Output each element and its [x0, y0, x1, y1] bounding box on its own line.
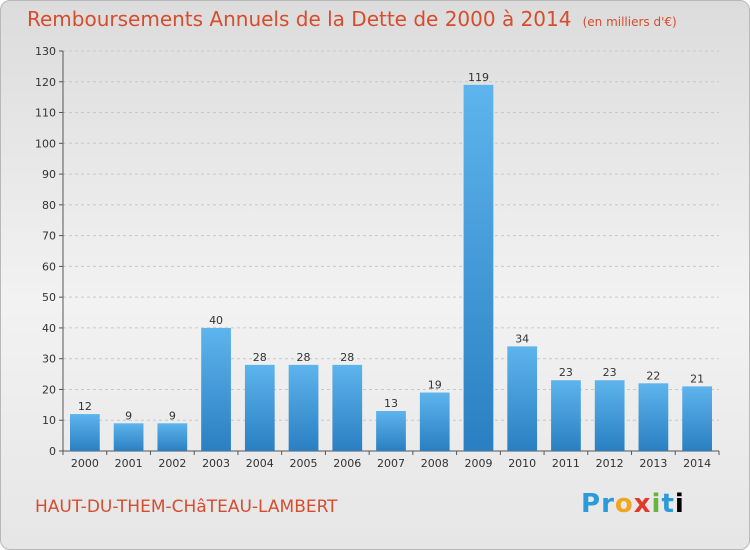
value-label-2009: 119 [468, 71, 489, 84]
bar-chart: 0 10 20 30 40 50 60 70 80 90 100 110 120 130 12 2000 9 20… [35, 45, 720, 470]
bar-2005 [288, 364, 319, 451]
x-tick-label-2000: 2000 [71, 457, 99, 470]
value-label-2005: 28 [297, 351, 311, 364]
value-label-2008: 19 [428, 379, 442, 392]
x-tick-label-2014: 2014 [683, 457, 711, 470]
bar-2000 [69, 414, 100, 451]
x-tick-label-2003: 2003 [202, 457, 230, 470]
x-tick-label-2004: 2004 [246, 457, 274, 470]
x-tick-label-2010: 2010 [508, 457, 536, 470]
y-tick-label: 110 [35, 107, 56, 120]
y-tick-label: 100 [35, 137, 56, 150]
y-tick-label: 50 [42, 291, 56, 304]
x-tick-label-2009: 2009 [464, 457, 492, 470]
value-label-2014: 21 [690, 372, 704, 385]
x-tick-label-2013: 2013 [639, 457, 667, 470]
bar-2008 [419, 392, 450, 451]
x-tick-label-2001: 2001 [115, 457, 143, 470]
bar-2006 [332, 364, 363, 451]
y-tick-label: 30 [42, 353, 56, 366]
value-label-2004: 28 [253, 351, 267, 364]
value-label-2010: 34 [515, 332, 529, 345]
y-tick-label: 40 [42, 322, 56, 335]
bar-2001 [113, 423, 144, 451]
value-label-2006: 28 [340, 351, 354, 364]
chart-title-block: Remboursements Annuels de la Dette de 20… [27, 7, 677, 31]
x-tick-label-2006: 2006 [333, 457, 361, 470]
commune-name: HAUT-DU-THEM-CHâTEAU-LAMBERT [35, 497, 338, 517]
bar-2007 [376, 411, 406, 451]
bar-2014 [682, 386, 713, 451]
y-tick-label: 0 [49, 445, 56, 458]
bar-2012 [594, 380, 625, 451]
y-tick-label: 90 [42, 168, 56, 181]
y-tick-label: 80 [42, 199, 56, 212]
value-label-2012: 23 [603, 366, 617, 379]
bar-2002 [157, 423, 188, 451]
value-label-2013: 22 [646, 369, 660, 382]
chart-unit: (en milliers d'€) [582, 15, 677, 29]
value-label-2001: 9 [125, 409, 132, 422]
value-label-2003: 40 [209, 314, 223, 327]
value-label-2000: 12 [78, 400, 92, 413]
y-tick-label: 10 [42, 414, 56, 427]
x-tick-label-2005: 2005 [290, 457, 318, 470]
y-tick-label: 120 [35, 76, 56, 89]
y-tick-label: 60 [42, 260, 56, 273]
bar-2004 [244, 364, 275, 451]
y-tick-label: 20 [42, 383, 56, 396]
chart-title: Remboursements Annuels de la Dette de 20… [27, 7, 572, 31]
bar-2003 [201, 327, 231, 451]
proxiti-logo: Proxiti [581, 489, 685, 519]
labels: 0 10 20 30 40 50 60 70 80 90 100 110 120 130 12 2000 9 20… [35, 45, 711, 470]
bar-2009 [463, 84, 494, 451]
value-label-2011: 23 [559, 366, 573, 379]
y-tick-label: 130 [35, 45, 56, 58]
x-tick-label-2011: 2011 [552, 457, 580, 470]
y-tick-label: 70 [42, 230, 56, 243]
value-label-2002: 9 [169, 409, 176, 422]
bar-2010 [507, 346, 538, 451]
x-tick-label-2002: 2002 [158, 457, 186, 470]
x-tick-label-2007: 2007 [377, 457, 405, 470]
x-tick-label-2008: 2008 [421, 457, 449, 470]
x-tick-label-2012: 2012 [596, 457, 624, 470]
bar-2013 [638, 383, 669, 451]
value-label-2007: 13 [384, 397, 398, 410]
bar-2011 [551, 380, 581, 451]
bars [69, 84, 713, 451]
